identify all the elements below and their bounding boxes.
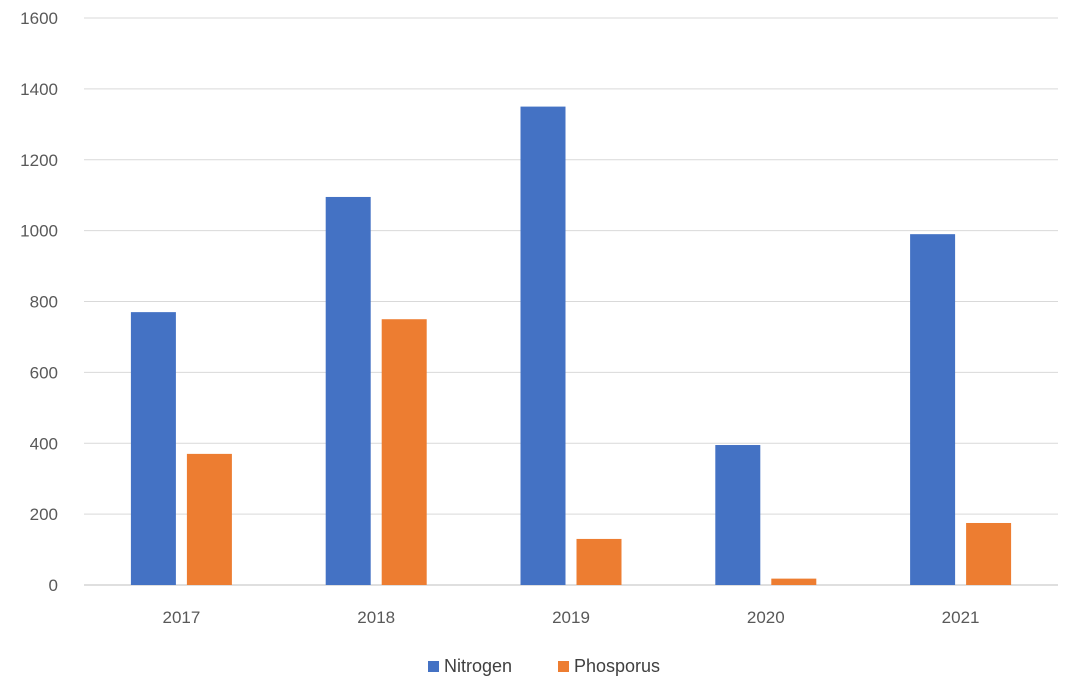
bar-phosporus-2021 <box>966 522 1012 585</box>
x-axis-tick-labels: 2017 2018 2019 2020 2021 <box>162 608 979 627</box>
bar-phosporus-2018 <box>381 319 427 585</box>
bar-nitrogen-2017 <box>130 312 176 585</box>
x-tick-label-2019: 2019 <box>552 608 590 627</box>
x-tick-label-2020: 2020 <box>747 608 785 627</box>
legend-label-nitrogen: Nitrogen <box>444 656 512 676</box>
bars <box>130 106 1012 585</box>
y-tick-label: 1000 <box>20 222 58 241</box>
bar-phosporus-2020 <box>771 578 817 585</box>
bar-phosporus-2019 <box>576 538 622 585</box>
bar-nitrogen-2019 <box>520 106 566 585</box>
bar-nitrogen-2021 <box>910 234 956 585</box>
gridlines <box>84 17 1058 586</box>
bar-phosporus-2017 <box>186 453 232 585</box>
y-tick-label: 1200 <box>20 151 58 170</box>
legend: Nitrogen Phosporus <box>428 656 660 676</box>
y-tick-label: 200 <box>30 505 58 524</box>
y-tick-label: 0 <box>49 576 58 595</box>
bar-nitrogen-2018 <box>325 196 371 585</box>
y-tick-label: 600 <box>30 363 58 382</box>
y-tick-label: 800 <box>30 293 58 312</box>
bar-nitrogen-2020 <box>715 445 761 585</box>
y-tick-label: 1600 <box>20 9 58 28</box>
legend-swatch-nitrogen <box>428 661 439 672</box>
y-tick-label: 1400 <box>20 80 58 99</box>
x-tick-label-2021: 2021 <box>942 608 980 627</box>
x-tick-label-2018: 2018 <box>357 608 395 627</box>
legend-swatch-phosporus <box>558 661 569 672</box>
y-axis-tick-labels: 0 200 400 600 800 1000 1200 1400 1600 <box>20 9 58 595</box>
legend-label-phosporus: Phosporus <box>574 656 660 676</box>
x-tick-label-2017: 2017 <box>162 608 200 627</box>
y-tick-label: 400 <box>30 434 58 453</box>
